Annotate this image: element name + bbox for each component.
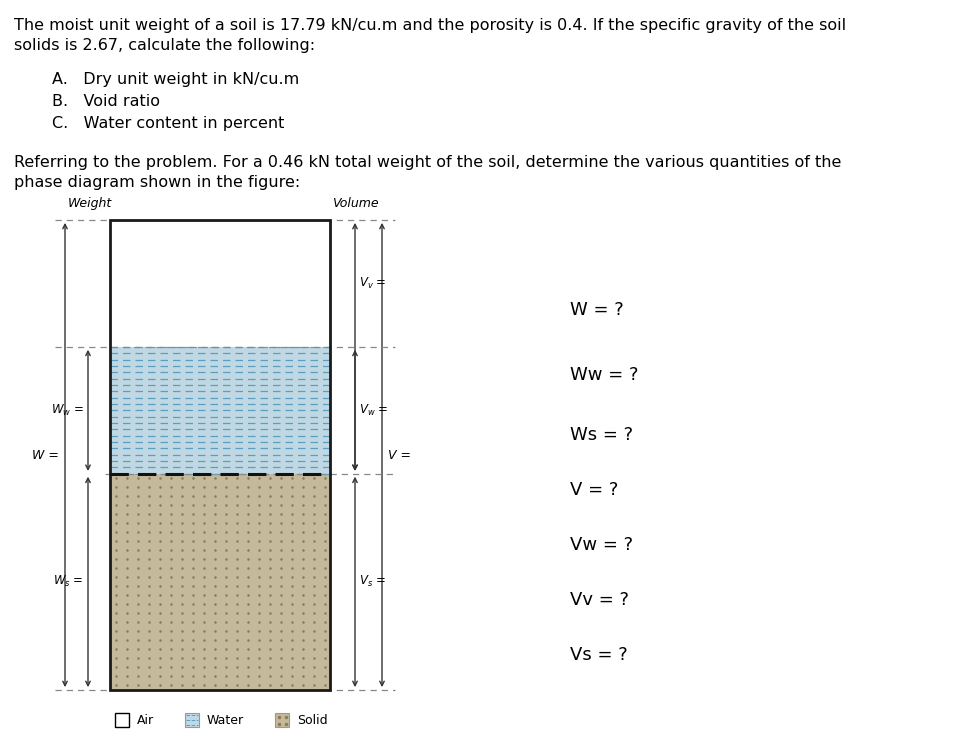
- Bar: [110, 220, 330, 347]
- Bar: [115, 713, 129, 727]
- Bar: [110, 474, 330, 690]
- Bar: [275, 713, 289, 727]
- Text: phase diagram shown in the figure:: phase diagram shown in the figure:: [14, 175, 301, 190]
- Text: $W_{w}$ =: $W_{w}$ =: [51, 403, 84, 418]
- Text: The moist unit weight of a soil is 17.79 kN/cu.m and the porosity is 0.4. If the: The moist unit weight of a soil is 17.79…: [14, 18, 847, 33]
- Text: Vs = ?: Vs = ?: [570, 646, 628, 664]
- Text: Ws = ?: Ws = ?: [570, 426, 633, 444]
- Text: $W_{s}$ =: $W_{s}$ =: [54, 574, 84, 590]
- Text: Vw = ?: Vw = ?: [570, 536, 633, 554]
- Text: Solid: Solid: [297, 714, 328, 727]
- Text: Vv = ?: Vv = ?: [570, 591, 629, 609]
- Text: Volume: Volume: [332, 197, 378, 210]
- Text: V = ?: V = ?: [570, 481, 619, 499]
- Text: A.   Dry unit weight in kN/cu.m: A. Dry unit weight in kN/cu.m: [52, 72, 300, 87]
- Text: $V_{w}$ =: $V_{w}$ =: [359, 403, 388, 418]
- Text: $V_{v}$ =: $V_{v}$ =: [359, 276, 386, 291]
- Text: Weight: Weight: [68, 197, 112, 210]
- Text: V =: V =: [388, 449, 411, 461]
- Text: C.   Water content in percent: C. Water content in percent: [52, 116, 284, 131]
- Text: Referring to the problem. For a 0.46 kN total weight of the soil, determine the : Referring to the problem. For a 0.46 kN …: [14, 155, 842, 170]
- Text: $V_{s}$ =: $V_{s}$ =: [359, 574, 386, 590]
- Text: B.   Void ratio: B. Void ratio: [52, 94, 160, 109]
- Text: Water: Water: [207, 714, 244, 727]
- Bar: [110, 220, 330, 690]
- Text: Ww = ?: Ww = ?: [570, 366, 638, 384]
- Bar: [185, 713, 199, 727]
- Text: W =: W =: [32, 449, 59, 461]
- Text: solids is 2.67, calculate the following:: solids is 2.67, calculate the following:: [14, 38, 315, 53]
- Text: W = ?: W = ?: [570, 301, 624, 319]
- Text: Air: Air: [137, 714, 154, 727]
- Bar: [110, 347, 330, 474]
